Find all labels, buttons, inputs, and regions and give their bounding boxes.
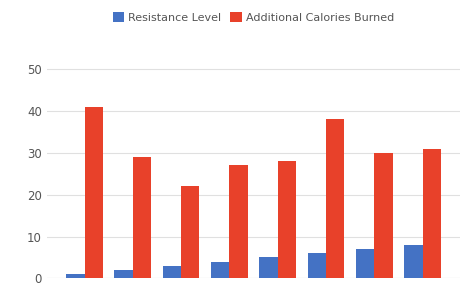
Bar: [356, 249, 374, 278]
Bar: [278, 161, 296, 278]
Bar: [84, 107, 103, 278]
Bar: [163, 266, 181, 278]
Bar: [181, 186, 200, 278]
Bar: [326, 119, 345, 278]
Bar: [114, 270, 133, 278]
Bar: [211, 262, 229, 278]
Bar: [308, 253, 326, 278]
Bar: [133, 157, 151, 278]
Bar: [404, 245, 423, 278]
Bar: [423, 148, 441, 278]
Bar: [374, 153, 393, 278]
Legend: Resistance Level, Additional Calories Burned: Resistance Level, Additional Calories Bu…: [109, 8, 399, 27]
Bar: [66, 274, 84, 278]
Bar: [259, 258, 278, 278]
Bar: [229, 165, 248, 278]
